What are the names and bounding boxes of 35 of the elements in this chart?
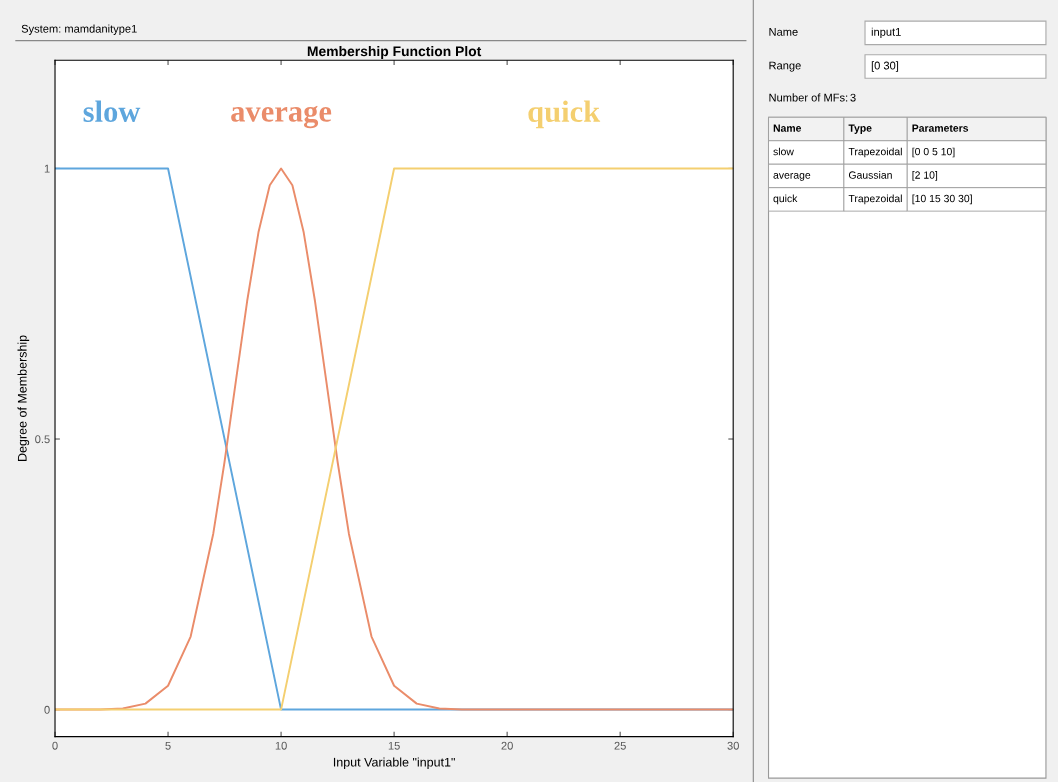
x-tick-label: 10 bbox=[275, 741, 287, 750]
y-tick-label: 0.5 bbox=[35, 435, 50, 444]
x-tick-label: 30 bbox=[727, 741, 739, 750]
text: average bbox=[773, 173, 811, 181]
text: Range bbox=[769, 61, 801, 72]
chart-title: Membership Function Plot bbox=[307, 45, 482, 59]
text: quick bbox=[773, 194, 798, 205]
series-label: average bbox=[231, 105, 332, 129]
text: Name bbox=[769, 28, 798, 36]
text: Parameters bbox=[912, 124, 969, 132]
x-tick-label: 5 bbox=[165, 741, 171, 750]
text: [0 0 5 10] bbox=[912, 147, 955, 158]
text: [0 30] bbox=[871, 61, 899, 72]
text: System: mamdanitype1 bbox=[21, 24, 137, 35]
y-tick-label: 1 bbox=[44, 164, 50, 173]
text: Gaussian bbox=[848, 171, 892, 179]
text: input1 bbox=[871, 27, 901, 39]
series-label: quick bbox=[528, 100, 601, 129]
x-tick-label: 15 bbox=[388, 741, 400, 750]
x-tick-label: 25 bbox=[614, 741, 626, 750]
x-tick-label: 20 bbox=[501, 741, 513, 750]
text: Trapezoidal bbox=[848, 194, 902, 205]
x-tick-label: 0 bbox=[52, 741, 58, 750]
y-axis-title: Degree of Membership bbox=[17, 335, 30, 461]
x-axis-title: Input Variable "input1" bbox=[333, 757, 455, 770]
text: Trapezoidal bbox=[848, 147, 902, 158]
text: 3 bbox=[850, 93, 856, 102]
y-tick-label: 0 bbox=[44, 705, 50, 714]
text: Number of MFs: bbox=[769, 93, 848, 102]
text: [10 15 30 30] bbox=[912, 194, 972, 205]
text: Name bbox=[773, 124, 802, 132]
text: slow bbox=[773, 147, 794, 156]
text: [2 10] bbox=[912, 171, 938, 181]
series-label: slow bbox=[83, 100, 141, 122]
text: Type bbox=[848, 124, 872, 134]
